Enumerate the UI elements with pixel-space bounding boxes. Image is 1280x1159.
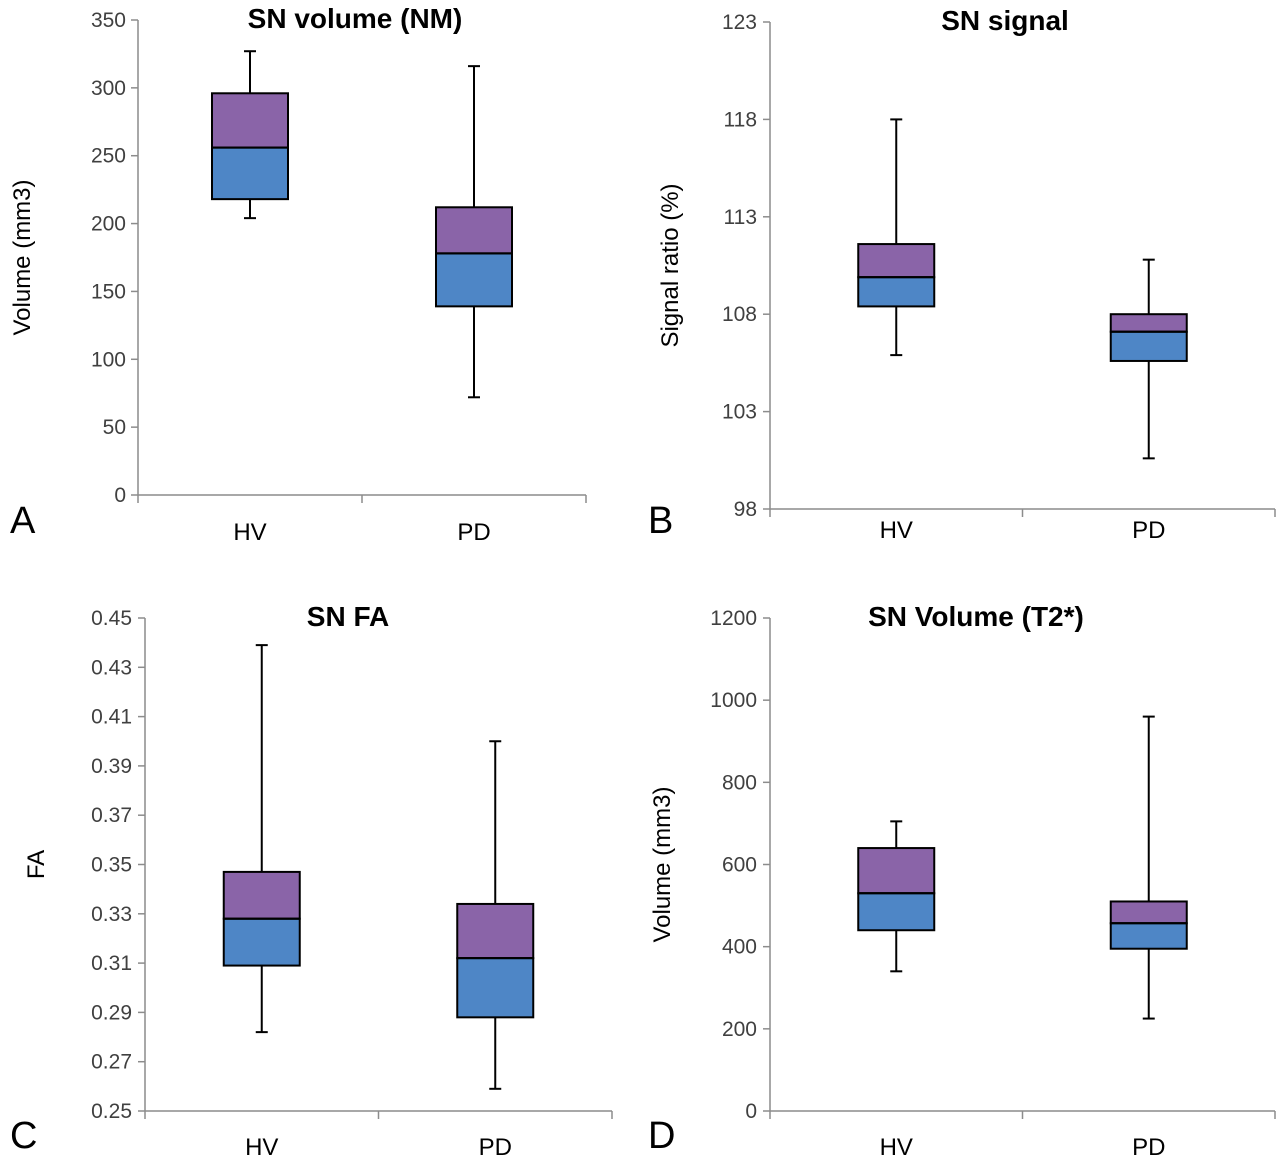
y-tick-label: 0.45 — [91, 607, 132, 630]
y-tick-label: 0.33 — [91, 903, 132, 926]
x-category-label: PD — [1132, 517, 1165, 544]
box-lower-quartile — [1109, 922, 1188, 950]
y-tick-label: 0.43 — [91, 656, 132, 679]
y-tick-label: 300 — [91, 77, 126, 100]
y-axis-label: Volume (mm3) — [9, 179, 36, 335]
box-upper-quartile — [435, 206, 513, 255]
y-tick-label: 0.29 — [91, 1001, 132, 1024]
y-tick-label: 200 — [91, 213, 126, 236]
y-tick-label: 100 — [91, 348, 126, 371]
panel-letter: D — [648, 1115, 675, 1157]
panel-letter: C — [10, 1115, 37, 1157]
x-category-label: HV — [880, 517, 913, 544]
chart-title: SN volume (NM) — [248, 3, 463, 34]
y-tick-label: 113 — [724, 206, 757, 229]
y-axis-label: Signal ratio (%) — [657, 183, 684, 347]
x-category-label: HV — [233, 519, 266, 546]
x-category-label: PD — [1132, 1134, 1165, 1159]
y-tick-label: 103 — [722, 401, 757, 424]
y-tick-label: 0.35 — [91, 854, 132, 877]
panel-letter: A — [10, 500, 36, 542]
box-upper-quartile — [456, 902, 535, 960]
x-category-label: HV — [245, 1134, 278, 1159]
y-tick-label: 1000 — [710, 689, 757, 712]
panel-letter: B — [648, 500, 673, 542]
box-upper-quartile — [211, 92, 289, 149]
y-tick-label: 800 — [722, 771, 757, 794]
y-tick-label: 200 — [722, 1018, 757, 1041]
box-lower-quartile — [456, 957, 535, 1019]
x-category-label: HV — [880, 1134, 913, 1159]
y-axis-label: FA — [23, 850, 50, 879]
y-tick-label: 350 — [91, 9, 126, 32]
y-tick-label: 0.41 — [91, 706, 132, 729]
y-tick-label: 1200 — [710, 607, 757, 630]
box-lower-quartile — [435, 252, 513, 308]
box-lower-quartile — [1109, 330, 1188, 362]
y-tick-label: 98 — [734, 498, 757, 521]
box-upper-quartile — [857, 847, 936, 895]
box-lower-quartile — [857, 276, 936, 308]
x-category-label: PD — [479, 1134, 512, 1159]
box-upper-quartile — [857, 243, 936, 279]
chart-title: SN Volume (T2*) — [868, 601, 1084, 632]
y-tick-label: 0.37 — [91, 804, 132, 827]
y-tick-label: 0 — [745, 1100, 757, 1123]
y-tick-label: 0.39 — [91, 755, 132, 778]
box-lower-quartile — [211, 146, 289, 201]
box-upper-quartile — [1109, 900, 1188, 925]
y-tick-label: 250 — [91, 145, 126, 168]
box-lower-quartile — [857, 892, 936, 932]
y-tick-label: 400 — [722, 936, 757, 959]
box-upper-quartile — [1109, 313, 1188, 333]
y-tick-label: 0.27 — [91, 1051, 132, 1074]
x-category-label: PD — [457, 519, 490, 546]
y-tick-label: 50 — [103, 416, 126, 439]
chart-title: SN FA — [307, 601, 389, 632]
y-tick-label: 0 — [114, 484, 126, 507]
y-tick-label: 0.31 — [91, 952, 132, 975]
box-upper-quartile — [222, 870, 301, 920]
y-tick-label: 123 — [722, 11, 757, 34]
y-tick-label: 0.25 — [91, 1100, 132, 1123]
chart-title: SN signal — [941, 5, 1069, 36]
y-axis-label: Volume (mm3) — [649, 786, 676, 942]
y-tick-label: 150 — [91, 280, 126, 303]
box-lower-quartile — [222, 917, 301, 967]
y-tick-label: 600 — [722, 854, 757, 877]
y-tick-label: 118 — [724, 108, 757, 131]
y-tick-label: 108 — [722, 303, 757, 326]
